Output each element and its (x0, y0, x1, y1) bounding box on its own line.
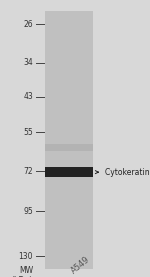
Bar (45, 11, 93, 269)
Text: 26: 26 (23, 20, 33, 29)
Text: Cytokeratin 18: Cytokeratin 18 (95, 168, 150, 177)
Text: 34: 34 (23, 58, 33, 67)
Text: 95: 95 (23, 207, 33, 216)
Text: 130: 130 (18, 252, 33, 261)
Text: 43: 43 (23, 92, 33, 101)
Text: 55: 55 (23, 128, 33, 137)
Text: A549: A549 (69, 255, 91, 276)
Text: 72: 72 (23, 166, 33, 176)
Bar (45, 167, 93, 177)
Text: MW
(kDa): MW (kDa) (12, 266, 33, 277)
Bar (45, 144, 93, 151)
